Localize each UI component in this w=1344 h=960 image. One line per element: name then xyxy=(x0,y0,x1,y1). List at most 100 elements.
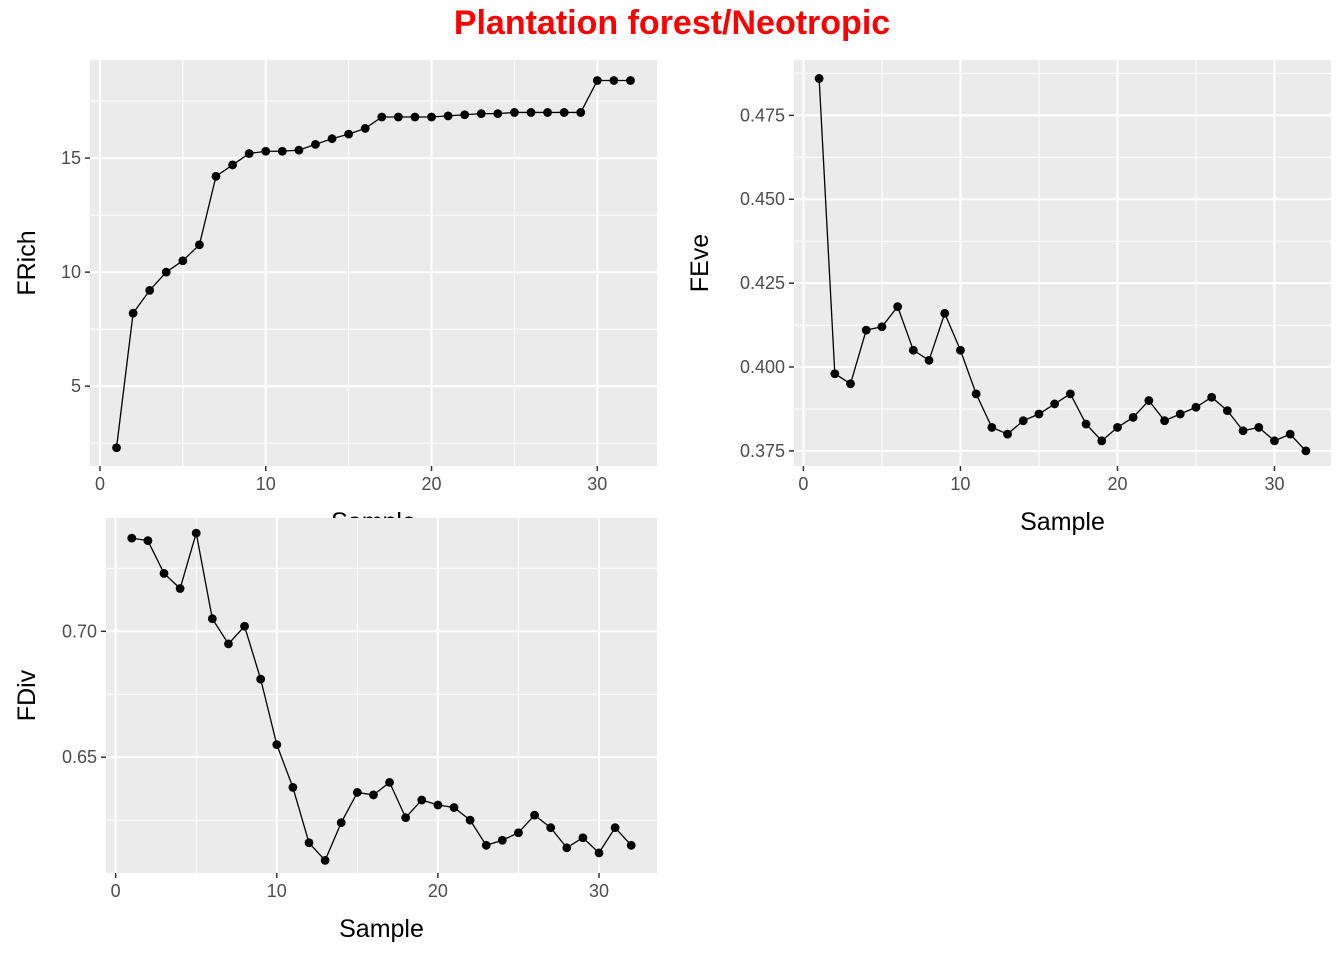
fdiv-data-point xyxy=(369,790,378,800)
frich-data-point xyxy=(360,124,370,133)
fdiv-data-point xyxy=(127,533,137,543)
frich-data-point xyxy=(327,134,337,144)
fdiv-data-point xyxy=(352,788,362,797)
feve-y-tick-label: 0.450 xyxy=(740,189,785,209)
fdiv-data-point xyxy=(159,568,169,578)
feve-data-point xyxy=(877,322,887,332)
feve-data-point xyxy=(1207,392,1217,402)
frich-data-point xyxy=(410,112,420,122)
feve-data-point xyxy=(1238,426,1248,436)
fdiv-data-point xyxy=(546,823,556,833)
fdiv-data-point xyxy=(191,528,201,538)
frich-data-point xyxy=(460,110,470,120)
fdiv-data-point xyxy=(240,621,249,631)
page-title: Plantation forest/Neotropic xyxy=(453,4,891,42)
frich-data-point xyxy=(543,108,552,117)
frich-data-point xyxy=(377,112,387,122)
feve-data-point xyxy=(1113,423,1122,432)
feve-data-point xyxy=(1254,423,1264,432)
fdiv-y-tick-label: 0.65 xyxy=(62,747,97,767)
fdiv-data-point xyxy=(449,803,459,812)
fdiv-data-point xyxy=(610,823,620,833)
frich-data-point xyxy=(277,146,287,156)
feve-x-axis-title: Sample xyxy=(1020,508,1105,536)
feve-data-point xyxy=(1160,416,1169,426)
frich-data-point xyxy=(393,112,403,122)
fdiv-data-point xyxy=(175,584,185,593)
frich-data-point xyxy=(195,240,204,250)
frich-data-point xyxy=(592,76,602,85)
fdiv-x-tick-label: 10 xyxy=(267,881,287,901)
feve-data-point xyxy=(940,308,950,318)
fdiv-data-point xyxy=(272,740,282,749)
feve-plot-area xyxy=(794,60,1331,466)
fdiv-data-point xyxy=(578,833,588,843)
feve-y-tick-label: 0.400 xyxy=(740,357,785,377)
frich-data-point xyxy=(145,285,155,295)
feve-data-point xyxy=(908,345,918,355)
fdiv-data-point xyxy=(530,810,539,820)
fdiv-data-point xyxy=(514,828,523,838)
frich-data-point xyxy=(443,111,453,121)
fdiv-chart: 0 10 20 30 0.65 0.70 Sample FDiv xyxy=(13,518,657,943)
frich-data-point xyxy=(128,308,138,318)
fdiv-data-point xyxy=(256,674,266,684)
frich-x-tick-label: 10 xyxy=(256,474,276,494)
frich-data-point xyxy=(493,109,503,119)
feve-data-point xyxy=(1144,396,1154,405)
frich-data-point xyxy=(526,108,536,117)
frich-data-point xyxy=(261,146,271,156)
feve-x-tick-label: 20 xyxy=(1107,474,1127,494)
frich-data-point xyxy=(576,108,586,117)
fdiv-data-point xyxy=(304,838,314,848)
feve-x-tick-label: 0 xyxy=(798,474,808,494)
frich-y-axis-title: FRich xyxy=(13,230,41,295)
frich-data-point xyxy=(112,443,121,453)
feve-data-point xyxy=(1018,416,1028,426)
fdiv-data-point xyxy=(433,800,443,810)
frich-data-point xyxy=(211,171,221,181)
fdiv-x-axis-title: Sample xyxy=(339,915,424,943)
fdiv-data-point xyxy=(336,818,346,828)
fdiv-data-point xyxy=(143,536,153,546)
fdiv-x-tick-label: 0 xyxy=(111,881,121,901)
frich-chart: 010203051015SampleFRich xyxy=(13,60,657,536)
frich-data-point xyxy=(161,267,171,277)
frich-data-point xyxy=(510,108,519,117)
feve-data-point xyxy=(1034,409,1044,419)
fdiv-data-point xyxy=(497,835,507,845)
frich-data-point xyxy=(559,108,569,117)
fdiv-data-point xyxy=(594,848,604,858)
feve-y-axis-title: FEve xyxy=(686,234,714,292)
feve-data-point xyxy=(1128,412,1138,422)
frich-data-point xyxy=(244,149,254,158)
fdiv-x-tick-label: 20 xyxy=(428,881,448,901)
frich-data-point xyxy=(427,112,436,122)
frich-x-tick-label: 20 xyxy=(422,474,442,494)
fdiv-data-point xyxy=(401,813,411,823)
fdiv-data-point xyxy=(320,856,330,865)
feve-data-point xyxy=(1191,402,1201,412)
fdiv-y-axis-title: FDiv xyxy=(13,669,41,721)
feve-data-point xyxy=(893,302,903,312)
frich-data-point xyxy=(344,129,354,139)
fdiv-data-point xyxy=(224,639,233,649)
frich-x-tick-label: 0 xyxy=(95,474,105,494)
frich-data-point xyxy=(311,139,320,149)
feve-y-tick-label: 0.425 xyxy=(740,273,785,293)
feve-data-point xyxy=(1285,429,1295,439)
fdiv-x-tick-label: 30 xyxy=(589,881,609,901)
frich-x-tick-label: 30 xyxy=(587,474,607,494)
feve-data-point xyxy=(1301,446,1311,456)
frich-y-tick-label: 5 xyxy=(71,376,81,396)
frich-data-point xyxy=(228,160,237,170)
feve-data-point xyxy=(1081,419,1091,429)
frich-data-point xyxy=(178,256,188,266)
feve-data-point xyxy=(1175,409,1185,419)
feve-data-point xyxy=(924,355,934,365)
feve-y-tick-label: 0.375 xyxy=(740,441,785,461)
feve-data-point xyxy=(956,345,965,355)
feve-chart: 0 10 20 30 0.375 0.400 0.425 0.450 0.475 Sample FE… xyxy=(686,60,1331,536)
feve-data-point xyxy=(1065,389,1075,399)
frich-plot-area xyxy=(90,60,657,466)
